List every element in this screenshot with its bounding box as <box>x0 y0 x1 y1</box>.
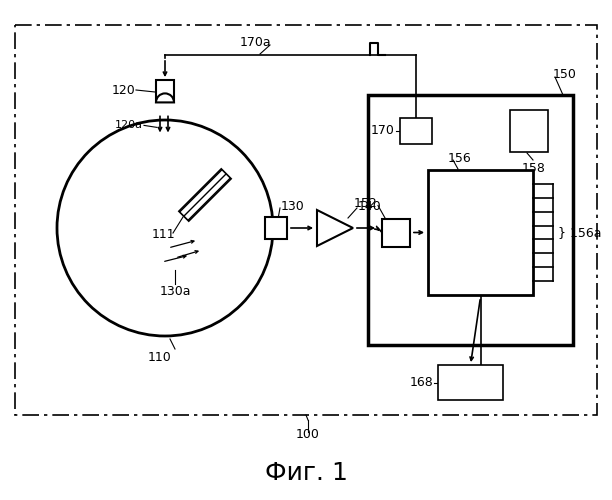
Text: 130a: 130a <box>159 285 191 298</box>
Text: 111: 111 <box>151 228 175 241</box>
Bar <box>428 170 533 295</box>
Bar <box>438 365 503 400</box>
Bar <box>265 217 287 239</box>
Text: 130: 130 <box>281 200 305 212</box>
Bar <box>510 110 548 152</box>
Text: 158: 158 <box>522 162 546 175</box>
Text: 100: 100 <box>296 428 320 442</box>
Text: 170: 170 <box>371 124 395 138</box>
Text: 140: 140 <box>358 200 382 212</box>
Circle shape <box>57 120 273 336</box>
Wedge shape <box>156 94 174 102</box>
Text: } 156a: } 156a <box>558 226 602 239</box>
Polygon shape <box>317 210 353 246</box>
Text: 168: 168 <box>409 376 433 389</box>
Bar <box>15 25 597 415</box>
Text: 170a: 170a <box>239 36 271 50</box>
Bar <box>382 218 410 246</box>
Text: 110: 110 <box>148 351 172 364</box>
Text: Фиг. 1: Фиг. 1 <box>264 461 348 485</box>
Text: 120: 120 <box>111 84 135 96</box>
Text: 120a: 120a <box>115 120 143 130</box>
Bar <box>400 118 432 144</box>
Text: 150: 150 <box>553 68 577 82</box>
Bar <box>156 80 174 102</box>
Polygon shape <box>179 169 231 221</box>
Text: 156: 156 <box>448 152 472 164</box>
Text: 152: 152 <box>353 197 377 210</box>
Bar <box>368 95 573 345</box>
